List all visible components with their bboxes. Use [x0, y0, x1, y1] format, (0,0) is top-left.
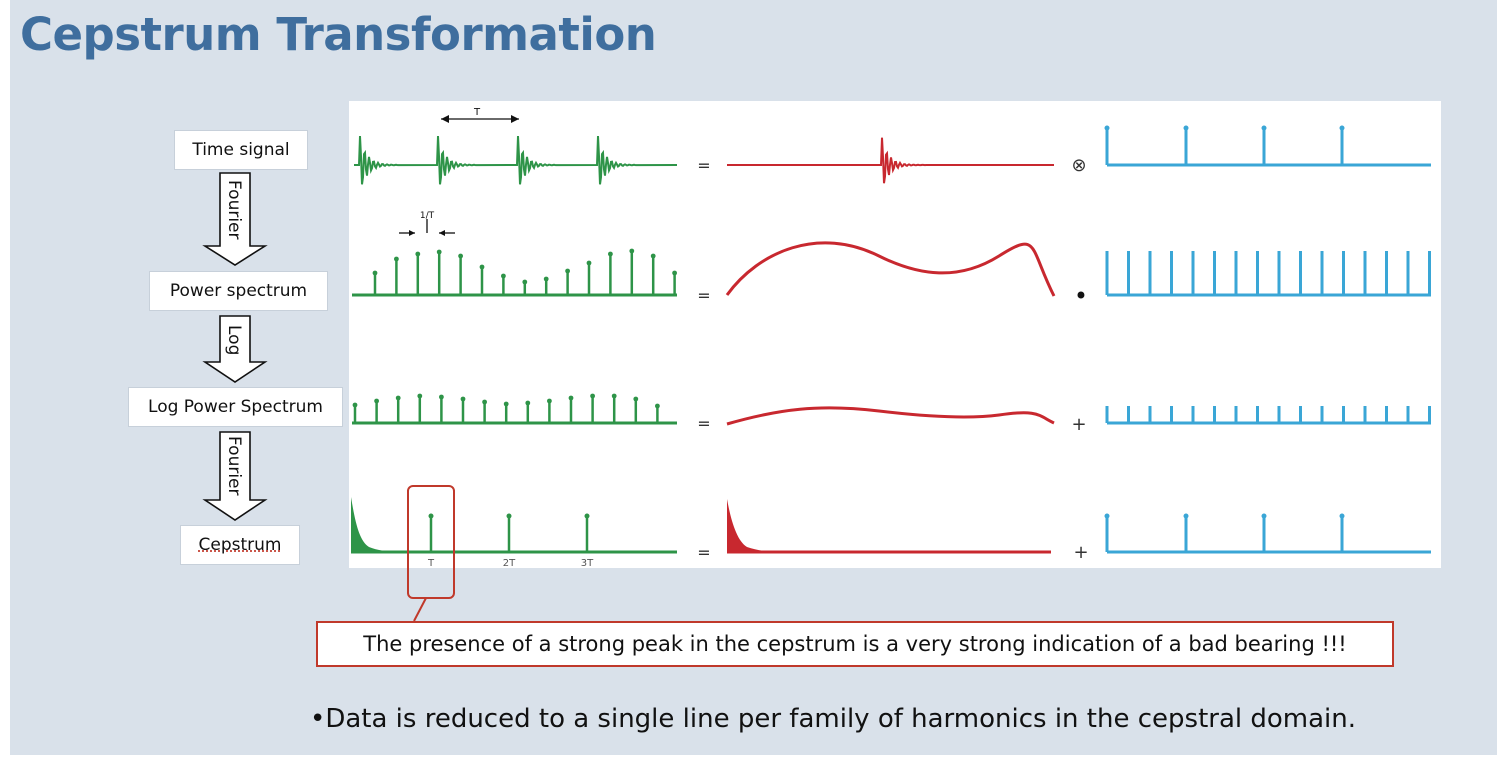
- impulse-tip-2: [1183, 125, 1189, 131]
- spectrum-tip-14: [650, 253, 656, 259]
- log-spectrum-tip-1: [352, 402, 358, 408]
- period-label: T: [473, 107, 481, 118]
- log-spectral-envelope: [726, 406, 1055, 426]
- spectral-envelope: [725, 241, 1056, 297]
- log-spectrum-tip-10: [547, 398, 552, 404]
- rahmonic-tip-1: [1104, 513, 1110, 519]
- spectrum-tip-5: [458, 253, 463, 259]
- spectrum-tip-12: [608, 251, 613, 257]
- rahmonic-tip-3: [1261, 513, 1267, 519]
- log-label: Log: [224, 325, 244, 355]
- fourier-arrow-1: Fourier: [202, 172, 268, 266]
- operator-equals-4: =: [697, 543, 710, 562]
- spectrum-tip-6: [479, 264, 485, 270]
- impulse-tip-1: [1104, 125, 1110, 131]
- operator-multiply: •: [1074, 282, 1088, 310]
- rahmonic-tip-4: [1339, 513, 1345, 519]
- transform-arrows: Fourier Log Fourier: [202, 172, 268, 521]
- log-spectrum-tip-8: [503, 401, 509, 407]
- power-spectrum-plot: 1/T: [352, 211, 677, 297]
- cepstrum-peak-tip-1: [428, 513, 434, 519]
- cepstrum-diagram: T = ⊗ 1/T = •: [351, 107, 1431, 569]
- log-spectrum-tip-9: [525, 400, 531, 406]
- operator-plus-2: +: [1073, 542, 1088, 563]
- bullet-text: •Data is reduced to a single line per fa…: [310, 704, 1357, 734]
- log-spectrum-tip-14: [633, 396, 639, 402]
- operator-equals-2: =: [697, 286, 710, 305]
- log-arrow: Log: [202, 315, 268, 383]
- cepstrum-peak-tip-3: [584, 513, 590, 519]
- spectrum-tip-11: [586, 260, 592, 266]
- step-log-power-spectrum: Log Power Spectrum: [128, 387, 343, 427]
- spectrum-tip-1: [372, 270, 378, 276]
- log-spectrum-tip-6: [460, 396, 466, 402]
- operator-equals-3: =: [697, 414, 710, 433]
- step-cepstrum: Cepstrum: [180, 525, 300, 565]
- operator-equals-1: =: [697, 156, 710, 175]
- impulse-response: [727, 137, 1054, 184]
- time-signal-plot: T: [354, 107, 678, 185]
- impulse-tip-3: [1261, 125, 1267, 131]
- spectrum-tip-2: [394, 256, 399, 262]
- cepstrum-plot: T 2T 3T: [351, 497, 677, 569]
- cepstrum-tick-3T: 3T: [581, 558, 594, 568]
- spectrum-tip-10: [565, 268, 570, 274]
- inverse-period-label: 1/T: [420, 211, 435, 221]
- cepstrum-peak-tip-2: [506, 513, 512, 519]
- impulse-train-time: [1104, 125, 1431, 167]
- callout-box: The presence of a strong peak in the cep…: [316, 621, 1394, 667]
- spectrum-tip-4: [436, 249, 442, 255]
- inverse-period-marker: 1/T: [399, 211, 455, 236]
- log-spectrum-tip-2: [374, 398, 379, 404]
- spectrum-tip-7: [501, 273, 506, 279]
- log-spectrum-tip-4: [417, 393, 423, 399]
- log-power-spectrum-plot: [352, 393, 677, 425]
- cepstrum-rahmonics: [1104, 513, 1431, 554]
- spectrum-tip-15: [672, 270, 677, 276]
- spectrum-tip-13: [629, 248, 635, 254]
- fourier-label-2: Fourier: [224, 436, 244, 496]
- log-spectrum-tip-12: [590, 393, 595, 399]
- spectrum-tip-3: [415, 251, 421, 257]
- cepstrum-source-part: [727, 499, 1051, 554]
- fourier-label-1: Fourier: [224, 180, 244, 240]
- fourier-arrow-2: Fourier: [202, 431, 268, 521]
- log-spectrum-tip-5: [439, 394, 444, 400]
- rahmonic-tip-2: [1183, 513, 1189, 519]
- period-arrow: T: [441, 107, 519, 123]
- spectrum-tip-9: [543, 276, 549, 282]
- log-harmonic-comb: [1105, 406, 1431, 425]
- page-title: Cepstrum Transformation: [20, 8, 657, 61]
- harmonic-comb: [1105, 251, 1431, 297]
- log-spectrum-tip-3: [395, 395, 401, 401]
- step-power-spectrum: Power spectrum: [149, 271, 328, 311]
- log-spectrum-tip-11: [568, 395, 574, 401]
- diagram-panel: T = ⊗ 1/T = •: [349, 101, 1441, 569]
- operator-plus-1: +: [1071, 414, 1086, 435]
- impulse-tip-4: [1339, 125, 1345, 131]
- log-spectrum-tip-7: [482, 399, 487, 405]
- operator-convolution: ⊗: [1071, 155, 1086, 176]
- spectrum-tip-8: [522, 279, 528, 285]
- step-time-signal: Time signal: [174, 130, 308, 170]
- cepstrum-tick-2T: 2T: [503, 558, 516, 568]
- log-spectrum-tip-15: [655, 403, 660, 409]
- cepstrum-tick-T: T: [427, 558, 435, 568]
- log-spectrum-tip-13: [611, 393, 617, 399]
